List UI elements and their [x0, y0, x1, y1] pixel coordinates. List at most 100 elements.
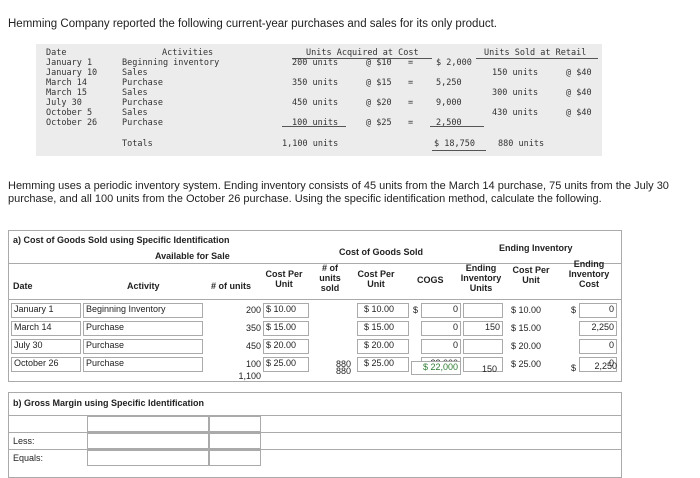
ending-cost-input[interactable]: 0: [579, 339, 617, 354]
totals-rule: [282, 126, 346, 127]
purchases-cell-sold-price: @ $40: [566, 68, 592, 78]
purchases-cell-acq-units: 100 units: [292, 118, 339, 128]
totals-rule: [430, 126, 484, 127]
units-value: 100: [245, 359, 261, 369]
ending-dollar-sign: $: [571, 305, 577, 315]
purchases-cell-acq-units: 350 units: [292, 78, 339, 88]
cost-per-unit-input[interactable]: $ 20.00: [263, 339, 309, 354]
gross-margin-row: Less:: [9, 432, 621, 450]
total-units-sold: 880: [335, 366, 351, 376]
less-label: Less:: [13, 436, 35, 446]
divider: [9, 299, 621, 300]
date-input[interactable]: March 14: [11, 321, 81, 336]
cogs-input[interactable]: 0: [421, 339, 461, 354]
activity-input[interactable]: Purchase: [83, 339, 203, 354]
totals-double-rule: [432, 150, 486, 151]
gm-value-input[interactable]: [209, 450, 261, 466]
units-sold-value: 880: [335, 359, 351, 369]
col-cogs: COGS: [417, 275, 444, 285]
total-units: 1,100: [238, 371, 261, 381]
purchases-cell-activity: Sales: [122, 108, 148, 118]
purchases-cell-acq-total: 9,000: [436, 98, 462, 108]
cogs-input[interactable]: 0: [421, 303, 461, 318]
ending-cost-input[interactable]: 0: [579, 303, 617, 318]
cogs-cost-per-unit-input[interactable]: $ 10.00: [357, 303, 409, 318]
purchases-cell-activity: Purchase: [122, 118, 163, 128]
group-cogs: Cost of Goods Sold: [339, 247, 423, 257]
purchases-cell-eq: =: [408, 58, 414, 68]
col-header-date: Date: [46, 48, 67, 58]
gm-value-input[interactable]: [209, 416, 261, 432]
col-cost-per-unit: Cost Per Unit: [265, 269, 303, 289]
gm-label-input[interactable]: [87, 450, 209, 466]
gm-label-input[interactable]: [87, 416, 209, 432]
purchases-cell-eq: =: [408, 118, 414, 128]
purchases-sales-table: Date Activities Units Acquired at Cost U…: [36, 44, 602, 156]
purchases-cell-sold-price: @ $40: [566, 108, 592, 118]
intro-text: Hemming Company reported the following c…: [8, 18, 497, 30]
units-value: 200: [245, 305, 261, 315]
col-header-units-sold: Units Sold at Retail: [484, 48, 587, 58]
gm-label-input[interactable]: [87, 433, 209, 449]
units-value: 450: [245, 341, 261, 351]
gross-margin-row: Equals:: [9, 449, 621, 467]
ending-units-input[interactable]: [463, 339, 503, 354]
purchases-cell-date: October 5: [46, 108, 93, 118]
purchases-cell-acq-units: 200 units: [292, 58, 339, 68]
divider: [9, 263, 621, 264]
purchases-cell-date: March 15: [46, 88, 87, 98]
date-input[interactable]: July 30: [11, 339, 81, 354]
ending-cost-input[interactable]: 2,250: [579, 321, 617, 336]
col-cogs-cost-per-unit: Cost Per Unit: [357, 269, 395, 289]
col-date: Date: [13, 281, 33, 291]
group-ending-inventory: Ending Inventory: [499, 243, 573, 253]
cost-per-unit-input[interactable]: $ 25.00: [263, 357, 309, 372]
purchases-cell-acq-total: 2,500: [436, 118, 462, 128]
cost-per-unit-input[interactable]: $ 10.00: [263, 303, 309, 318]
activity-input[interactable]: Purchase: [83, 357, 203, 372]
ending-cost-per-unit-value: $ 20.00: [511, 341, 542, 351]
purchases-cell-acq-cost: @ $25: [366, 118, 392, 128]
date-input[interactable]: October 26: [11, 357, 81, 372]
col-ending-cost: Ending Inventory Cost: [568, 259, 610, 289]
date-input[interactable]: January 1: [11, 303, 81, 318]
header-underline: [476, 58, 598, 59]
cogs-input[interactable]: 0: [421, 321, 461, 336]
equals-label: Equals:: [13, 453, 44, 463]
ending-cost-input[interactable]: 0: [579, 357, 617, 372]
purchases-cell-sold-units: 430 units: [492, 108, 539, 118]
total-cogs-input[interactable]: $ 22,000: [411, 361, 461, 375]
cogs-cost-per-unit-input[interactable]: $ 15.00: [357, 321, 409, 336]
total-ending-cost: 2,250: [594, 361, 617, 371]
purchases-cell-date: January 1: [46, 58, 93, 68]
purchases-cell-activity: Beginning inventory: [122, 58, 220, 68]
group-available-for-sale: Available for Sale: [155, 251, 230, 261]
cogs-dollar-sign: $: [413, 305, 419, 315]
purchases-cell-eq: =: [408, 98, 414, 108]
purchases-cell-acq-total: 5,250: [436, 78, 462, 88]
gm-value-input[interactable]: [209, 433, 261, 449]
purchases-cell-eq: =: [408, 78, 414, 88]
ending-units-input[interactable]: [463, 303, 503, 318]
header-underline: [292, 58, 432, 59]
totals-label: Totals: [122, 139, 153, 149]
activity-input[interactable]: Beginning Inventory: [83, 303, 203, 318]
purchases-cell-activity: Purchase: [122, 98, 163, 108]
ending-units-input[interactable]: 150: [463, 321, 503, 336]
gross-margin-table: b) Gross Margin using Specific Identific…: [8, 392, 622, 478]
col-ending-cost-per-unit: Cost Per Unit: [512, 265, 550, 285]
activity-input[interactable]: Purchase: [83, 321, 203, 336]
purchases-cell-acq-cost: @ $20: [366, 98, 392, 108]
cogs-cost-per-unit-input[interactable]: $ 20.00: [357, 339, 409, 354]
purchases-cell-sold-price: @ $40: [566, 88, 592, 98]
total-ending-units: 150: [481, 364, 497, 374]
cogs-cost-per-unit-input[interactable]: $ 25.00: [357, 357, 409, 372]
purchases-cell-date: January 10: [46, 68, 98, 78]
ending-units-input[interactable]: [463, 357, 503, 372]
totals-acq-total: $ 18,750: [434, 139, 475, 149]
purchases-cell-acq-total: $ 2,000: [436, 58, 472, 68]
purchases-cell-sold-units: 300 units: [492, 88, 539, 98]
cost-per-unit-input[interactable]: $ 15.00: [263, 321, 309, 336]
ending-cost-per-unit-value: $ 10.00: [511, 305, 542, 315]
units-value: 350: [245, 323, 261, 333]
